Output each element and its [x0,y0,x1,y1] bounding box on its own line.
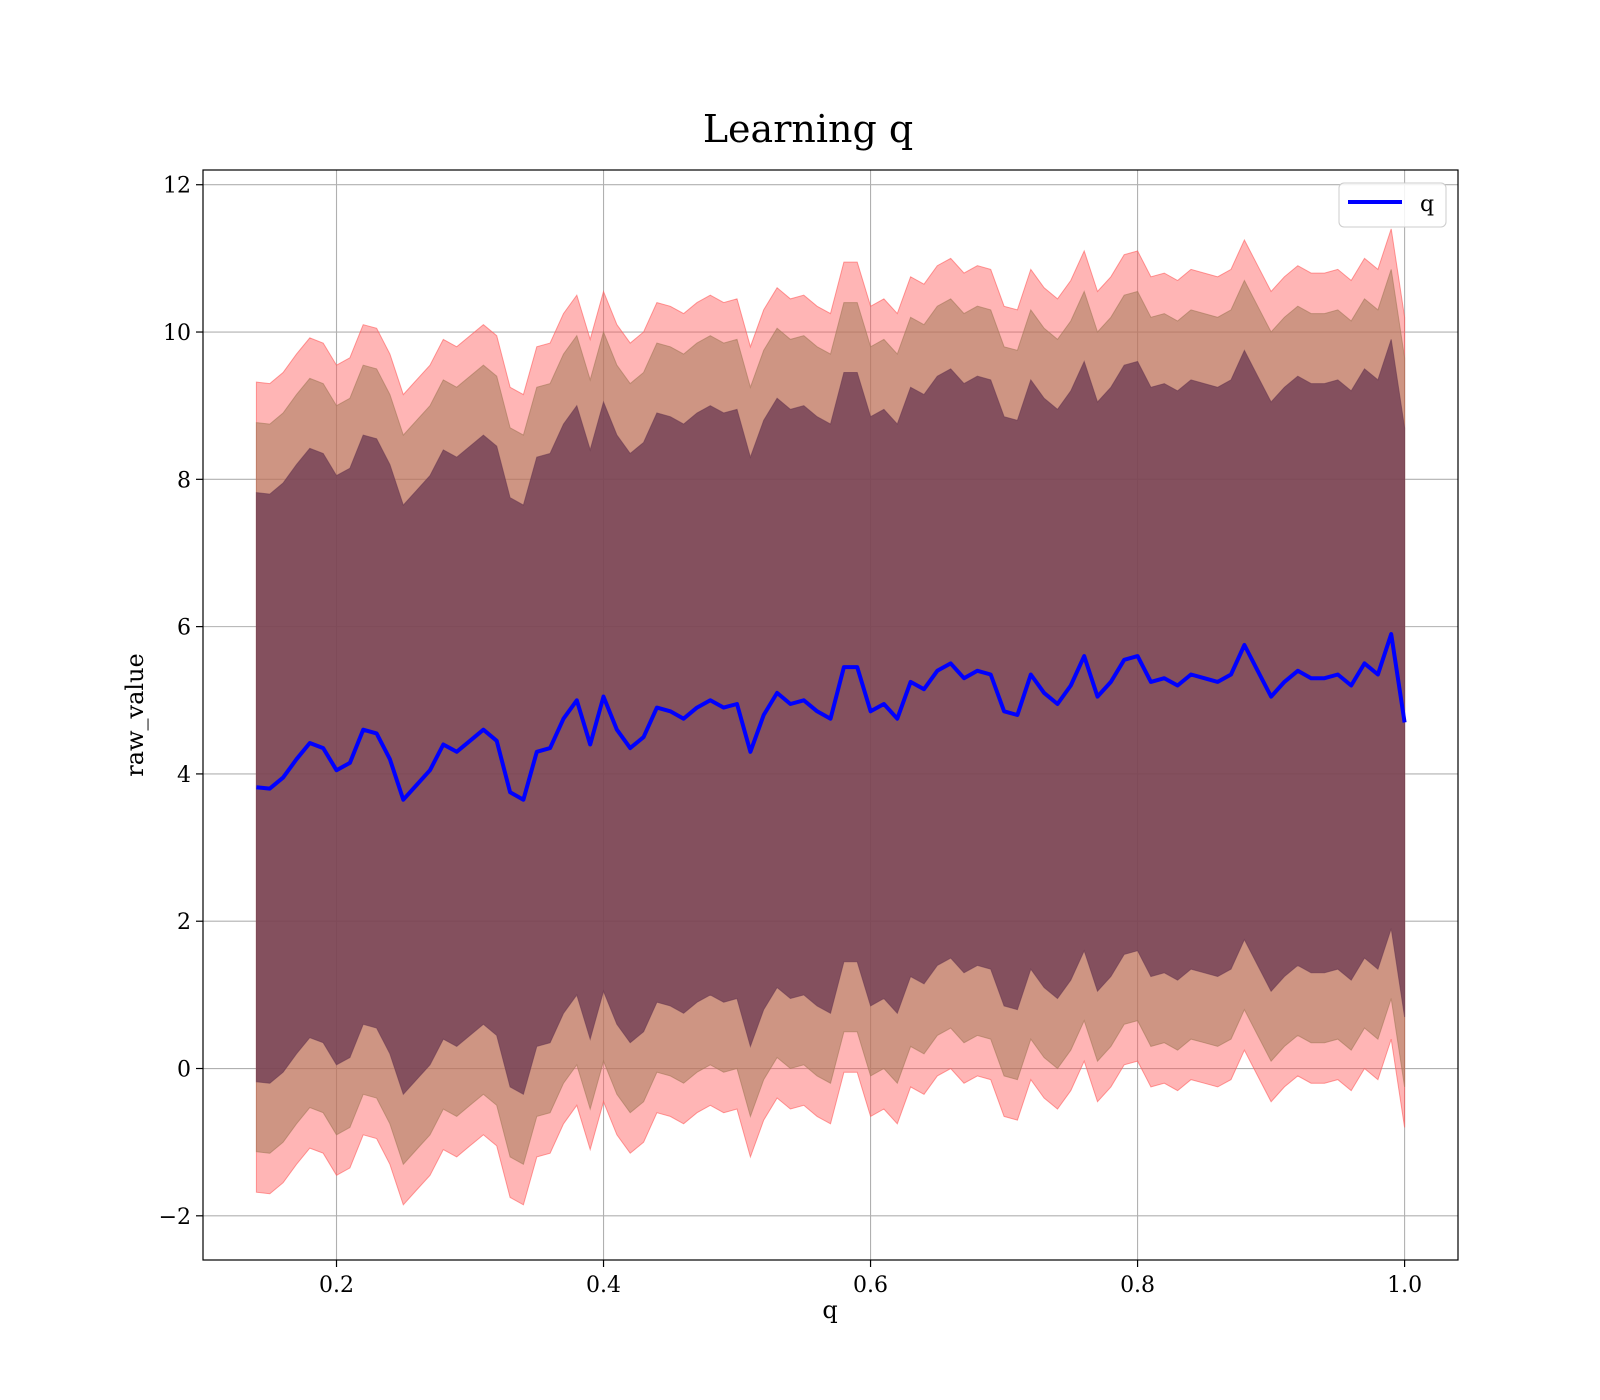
y-tick-label-7: 12 [163,174,191,199]
legend: q [1338,182,1447,228]
x-tick-label-3: 0.8 [1120,1273,1155,1298]
x-axis-label: q [822,1296,837,1324]
y-tick-label-3: 4 [177,763,191,788]
legend-label-q: q [1420,192,1434,217]
y-tick-label-6: 10 [163,321,191,346]
plot-frame [202,169,1459,1261]
chart-title: Learning q [703,107,913,151]
y-tick-label-2: 2 [177,910,191,935]
y-axis-label: raw_value [121,653,149,777]
legend-box [1338,182,1447,228]
y-tick-label-4: 6 [177,616,191,641]
line-layer [256,632,1407,802]
y-tick-label-0: −2 [159,1205,191,1230]
x-tick-label-0: 0.2 [319,1273,354,1298]
x-tick-label-2: 0.6 [853,1273,888,1298]
y-tick-label-5: 8 [177,468,191,493]
x-tick-label-1: 0.4 [586,1273,621,1298]
x-tick-label-4: 1.0 [1387,1273,1422,1298]
series-line-q [256,632,1407,802]
y-tick-label-1: 0 [177,1058,191,1083]
tick-layer: 0.2 0.4 0.6 0.8 1.0 −2 0 2 4 6 8 10 12 [159,174,1423,1298]
